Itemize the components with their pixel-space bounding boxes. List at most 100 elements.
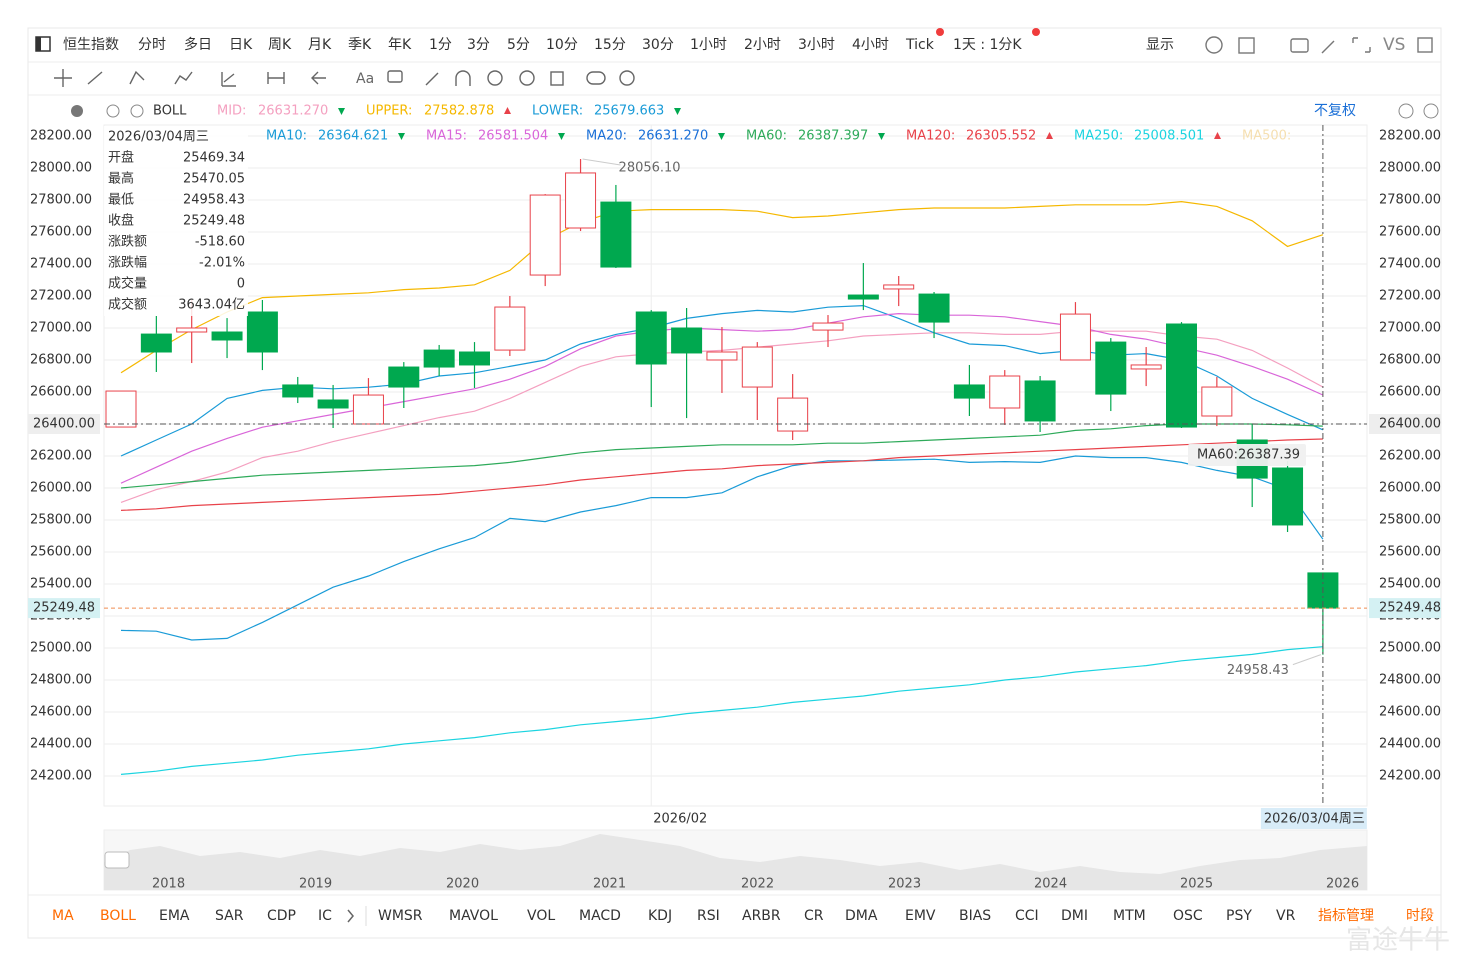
lock-tool[interactable] <box>487 70 503 86</box>
range-tool[interactable] <box>267 72 285 84</box>
text-tool[interactable]: Aa <box>356 71 374 87</box>
crosshair-tag: 26400.00 <box>1379 417 1441 432</box>
back-tool[interactable] <box>311 71 326 85</box>
settings-tool[interactable] <box>619 70 635 86</box>
period-tab[interactable]: 周K <box>268 37 292 53</box>
hide-tool[interactable] <box>519 70 535 86</box>
indicator-tab[interactable]: VOL <box>527 908 555 924</box>
delete-tool[interactable] <box>550 71 564 86</box>
indicator-tab[interactable]: OSC <box>1173 908 1203 924</box>
navigator-year: 2026 <box>1326 877 1359 892</box>
drawing-tools <box>54 69 635 87</box>
indicator-tab[interactable]: IC <box>318 908 332 924</box>
info-label: 开盘 <box>108 150 134 166</box>
period-tab[interactable]: 4小时 <box>852 37 889 53</box>
magnet-tool[interactable] <box>455 70 471 86</box>
indicator-tab[interactable]: ARBR <box>742 908 781 924</box>
session-tab[interactable]: 时段 <box>1406 908 1434 924</box>
indicator-tab[interactable]: SAR <box>215 908 244 924</box>
indicator-tab[interactable]: MACD <box>579 908 621 924</box>
y-tick-label-right: 26000.00 <box>1379 481 1441 496</box>
legend-name: MA120: <box>906 129 955 144</box>
panel-icon[interactable] <box>1417 37 1433 53</box>
y-tick-label-right: 28200.00 <box>1379 129 1441 144</box>
period-tab[interactable]: 15分 <box>594 37 626 53</box>
period-tab[interactable]: 月K <box>308 37 332 53</box>
y-tick-label-right: 27200.00 <box>1379 289 1441 304</box>
period-tab[interactable]: 30分 <box>642 37 674 53</box>
indicator-tab[interactable]: RSI <box>697 908 720 924</box>
indicator-tab[interactable]: DMA <box>845 908 878 924</box>
indicator-tab[interactable]: DMI <box>1061 908 1088 924</box>
period-tab[interactable]: 日K <box>229 37 253 53</box>
adjust-menu[interactable]: 不复权 <box>1314 102 1356 119</box>
period-tab[interactable]: Tick <box>905 37 935 53</box>
settings-icon[interactable] <box>1205 36 1223 54</box>
note-tool[interactable] <box>387 70 403 83</box>
indicator-tab[interactable]: WMSR <box>378 908 423 924</box>
period-tab[interactable]: 多日 <box>184 36 212 53</box>
fullscreen-icon[interactable] <box>1352 37 1371 53</box>
y-tick-label: 24200.00 <box>30 769 92 784</box>
indicator-tab[interactable]: MA <box>52 908 74 924</box>
indicator-tab[interactable]: EMV <box>905 908 936 924</box>
polyline-tool[interactable] <box>129 70 145 85</box>
legend-value: 25008.501 <box>1134 129 1204 144</box>
y-tick-label: 24800.00 <box>30 673 92 688</box>
legend-value: 26305.552 <box>966 129 1036 144</box>
edit-icon[interactable] <box>1321 40 1335 54</box>
collapse-icon[interactable] <box>71 105 83 117</box>
line-tool[interactable] <box>87 71 103 85</box>
period-tab[interactable]: 1小时 <box>690 37 727 53</box>
indicator-tab[interactable]: BIAS <box>959 908 991 924</box>
period-tab[interactable]: 季K <box>348 37 372 53</box>
candle-body <box>635 311 667 365</box>
period-tab[interactable]: 分时 <box>138 37 166 53</box>
info-panel-bg <box>104 126 248 316</box>
camera-icon[interactable] <box>1290 38 1309 53</box>
zoom-in[interactable] <box>1423 103 1439 119</box>
link-tool[interactable] <box>586 71 606 85</box>
y-tick-label-right: 25400.00 <box>1379 577 1441 592</box>
info-value: 3643.04亿 <box>178 298 245 313</box>
legend-name: MID: <box>217 104 246 119</box>
indicator-tab[interactable]: BOLL <box>100 908 136 924</box>
indicator-tab[interactable]: MAVOL <box>449 908 498 924</box>
zoom-out[interactable] <box>1398 103 1414 119</box>
wave-tool[interactable] <box>174 71 193 85</box>
measure-tool[interactable] <box>221 72 236 87</box>
period-tab[interactable]: 5分 <box>507 37 530 53</box>
price-tag-bg <box>1369 598 1441 619</box>
info-label: 成交额 <box>108 297 147 313</box>
indicator-tab[interactable]: KDJ <box>648 908 672 924</box>
watermark: 富途牛牛 <box>1346 926 1450 956</box>
navigator-handle[interactable] <box>104 851 130 869</box>
indicator-tab[interactable]: PSY <box>1226 908 1252 924</box>
indicator-settings[interactable] <box>106 104 120 118</box>
period-tab[interactable]: 年K <box>388 37 412 53</box>
display-menu[interactable]: 显示 <box>1146 37 1174 53</box>
layout-icon[interactable] <box>1238 37 1255 54</box>
trend-arrow <box>338 108 345 115</box>
candle-body <box>282 384 314 398</box>
period-tab[interactable]: 1天 : 1分K <box>953 37 1022 53</box>
indicator-tab[interactable]: VR <box>1276 908 1296 924</box>
period-tab[interactable]: 1分 <box>429 37 452 53</box>
indicator-tab[interactable]: CDP <box>267 908 296 924</box>
indicator-close[interactable] <box>130 104 144 118</box>
move-tool[interactable] <box>54 69 72 87</box>
indicator-tab[interactable]: EMA <box>159 908 190 924</box>
indicator-line <box>120 646 1323 775</box>
period-tab[interactable]: 恒生指数 <box>63 37 119 53</box>
indicator-tab[interactable]: MTM <box>1113 908 1146 924</box>
period-tab[interactable]: 10分 <box>546 37 578 53</box>
legend-name: UPPER: <box>366 104 412 119</box>
pen-tool[interactable] <box>425 72 439 86</box>
period-tab[interactable]: 2小时 <box>744 37 781 53</box>
indicator-tab[interactable]: CR <box>804 908 824 924</box>
period-tab[interactable]: 3小时 <box>798 37 835 53</box>
indicator-tab[interactable]: CCI <box>1015 908 1039 924</box>
vs-button[interactable]: VS <box>1383 35 1405 55</box>
period-tab[interactable]: 3分 <box>467 37 490 53</box>
manage-tab[interactable]: 指标管理 <box>1318 908 1374 924</box>
